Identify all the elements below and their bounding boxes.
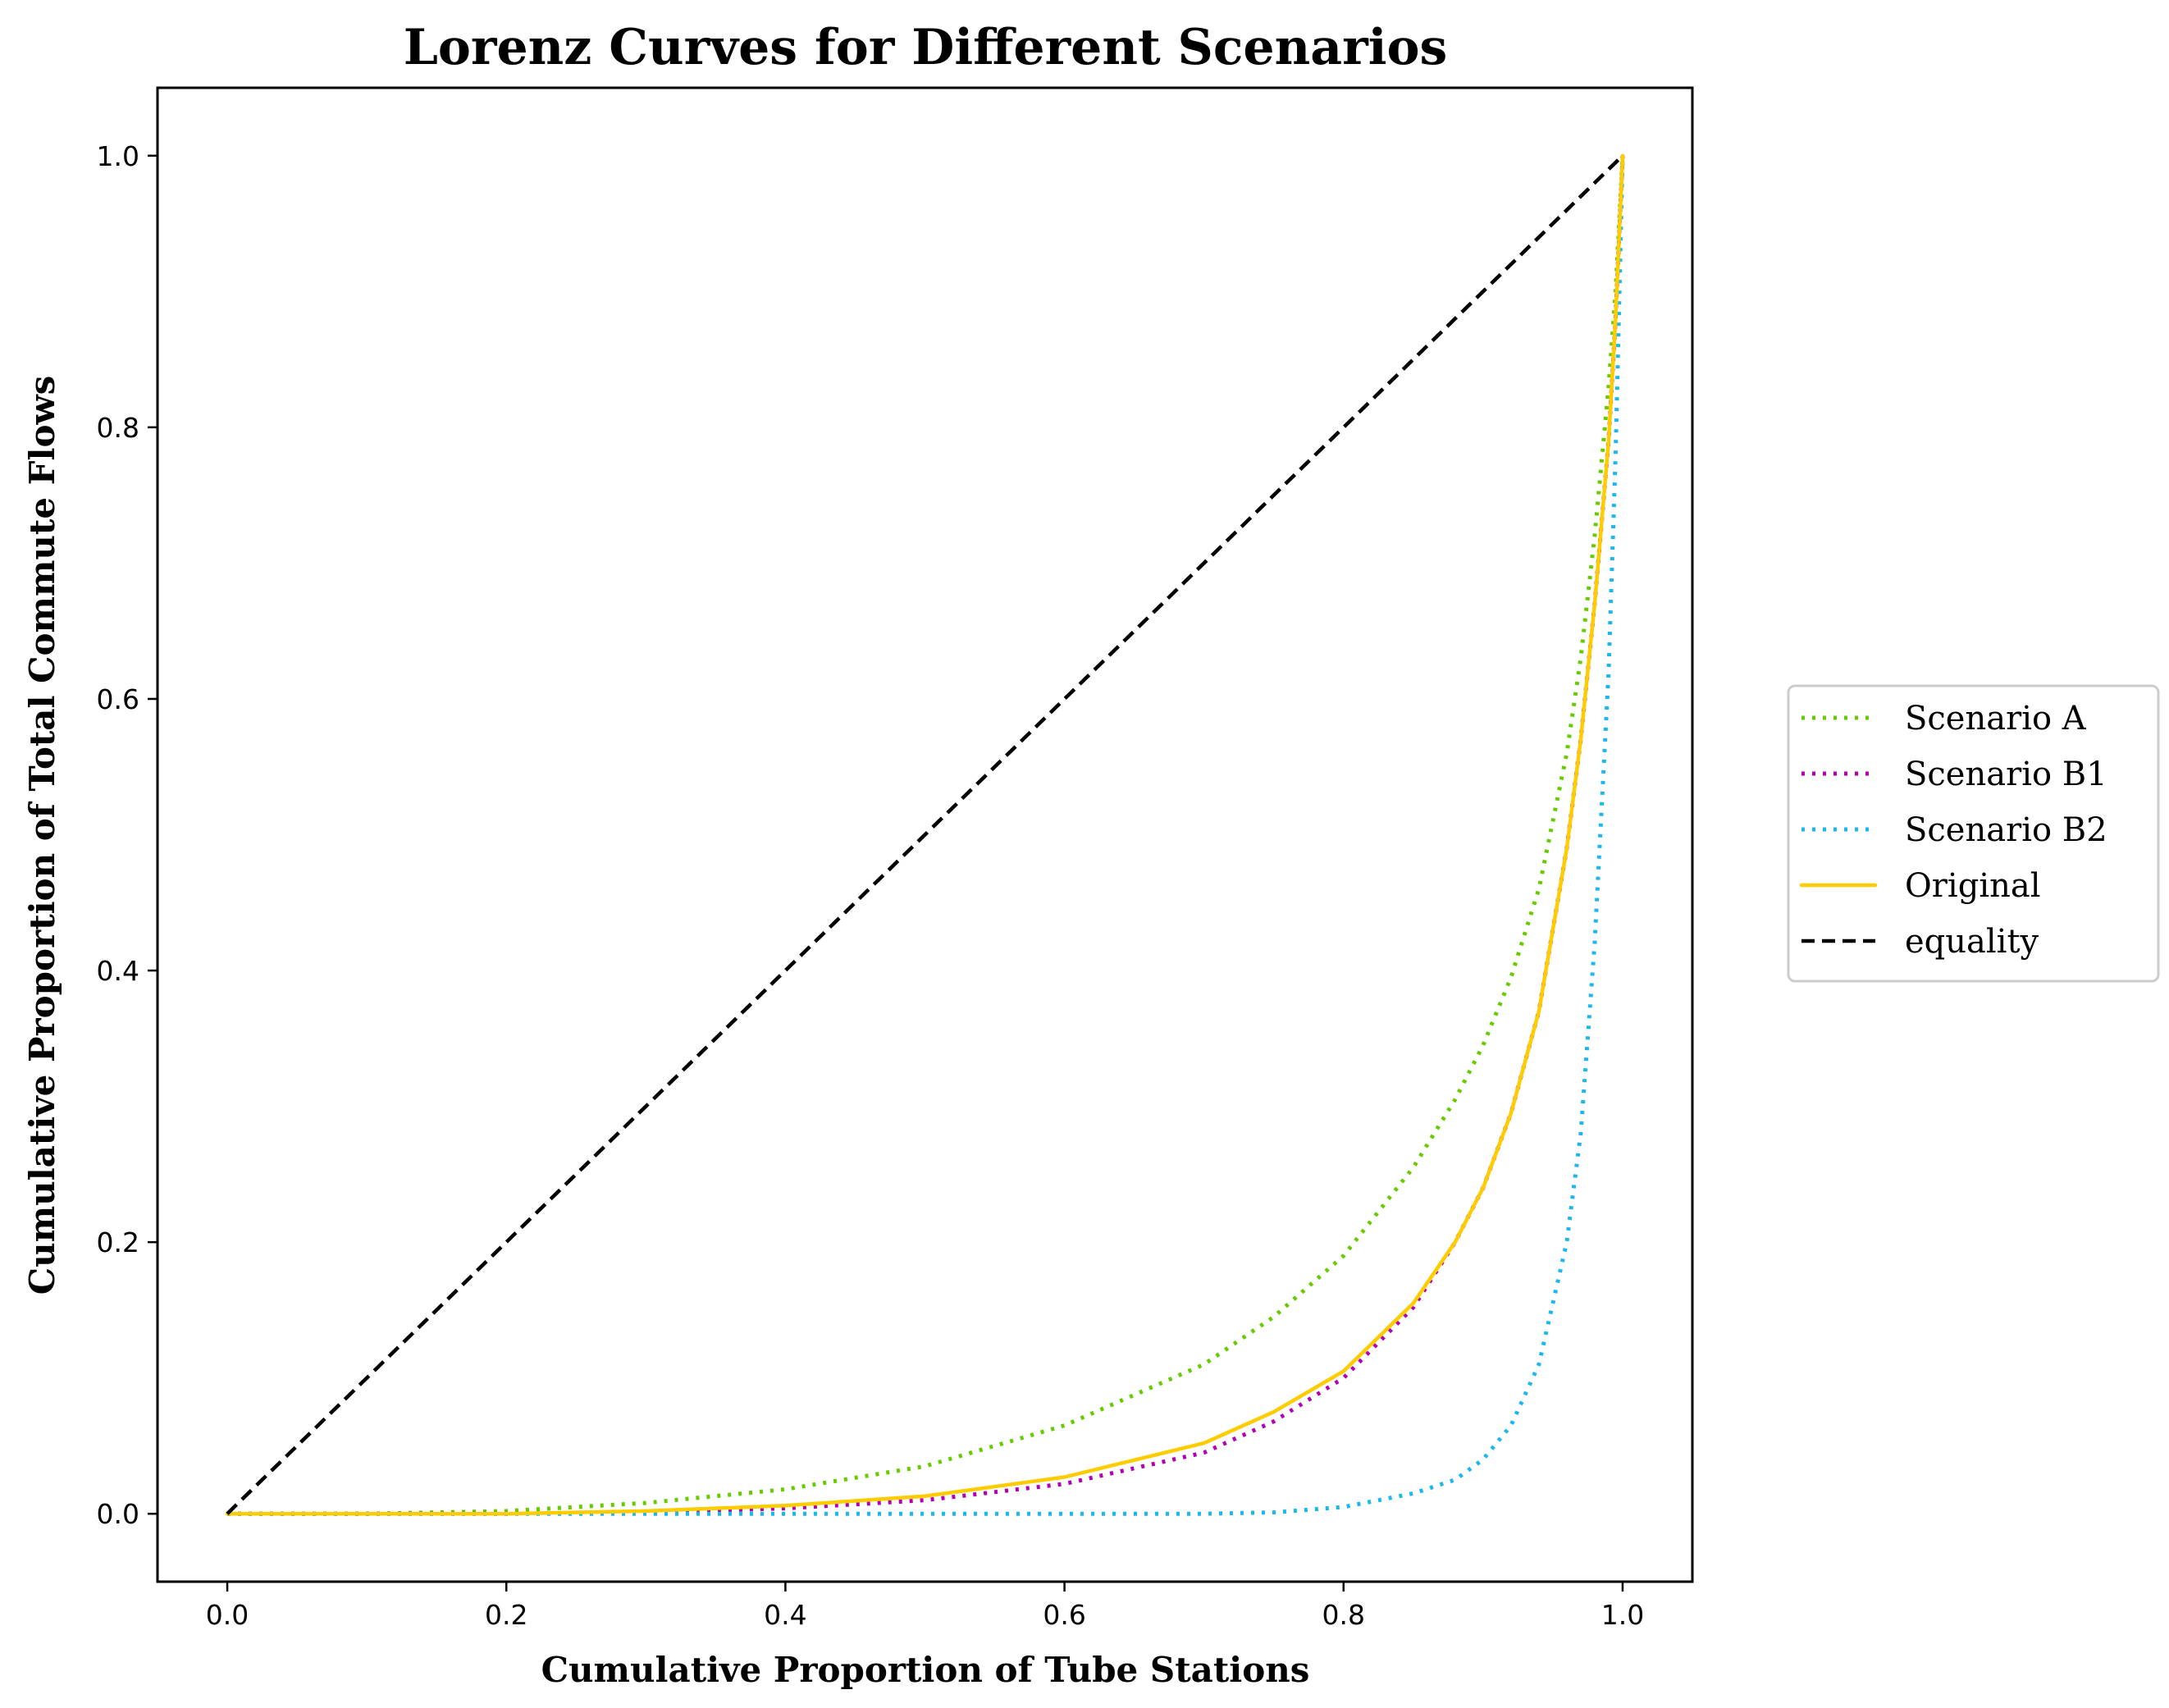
x-tick-label: 0.6 — [1043, 1599, 1085, 1631]
series-line-scenario-a — [227, 155, 1625, 1516]
y-tick-label: 0.4 — [97, 955, 139, 987]
x-axis-ticks: 0.0 0.2 0.4 0.6 0.8 1.0 — [206, 1582, 1644, 1631]
series-layer — [225, 153, 1625, 1516]
legend-label-scenario-b1: Scenario B1 — [1905, 756, 2107, 793]
y-tick-label: 0.8 — [97, 412, 139, 444]
x-tick-label: 0.8 — [1322, 1599, 1365, 1631]
chart-title: Lorenz Curves for Different Scenarios — [404, 19, 1448, 76]
series-line-scenario-b1 — [227, 155, 1625, 1516]
legend-label-original: Original — [1905, 867, 2041, 905]
x-tick-label: 1.0 — [1601, 1599, 1644, 1631]
y-tick-label: 0.6 — [97, 683, 139, 715]
legend: Scenario A Scenario B1 Scenario B2 Original… — [1787, 684, 2160, 983]
x-tick-label: 0.0 — [206, 1599, 249, 1631]
series-line-original — [225, 153, 1625, 1516]
y-axis-ticks: 0.0 0.2 0.4 0.6 0.8 1.0 — [97, 140, 158, 1530]
y-tick-label: 0.2 — [97, 1226, 139, 1258]
y-axis-label: Cumulative Proportion of Total Commute F… — [22, 376, 62, 1295]
y-tick-label: 1.0 — [97, 140, 139, 172]
x-tick-label: 0.4 — [764, 1599, 806, 1631]
legend-label-scenario-a: Scenario A — [1905, 700, 2087, 738]
x-axis-label: Cumulative Proportion of Tube Stations — [541, 1650, 1310, 1690]
series-line-scenario-b2 — [227, 155, 1625, 1516]
legend-frame — [1787, 684, 2160, 983]
legend-label-equality: equality — [1905, 923, 2039, 961]
legend-label-scenario-b2: Scenario B2 — [1905, 811, 2107, 849]
x-tick-label: 0.2 — [485, 1599, 527, 1631]
y-tick-label: 0.0 — [97, 1498, 139, 1530]
